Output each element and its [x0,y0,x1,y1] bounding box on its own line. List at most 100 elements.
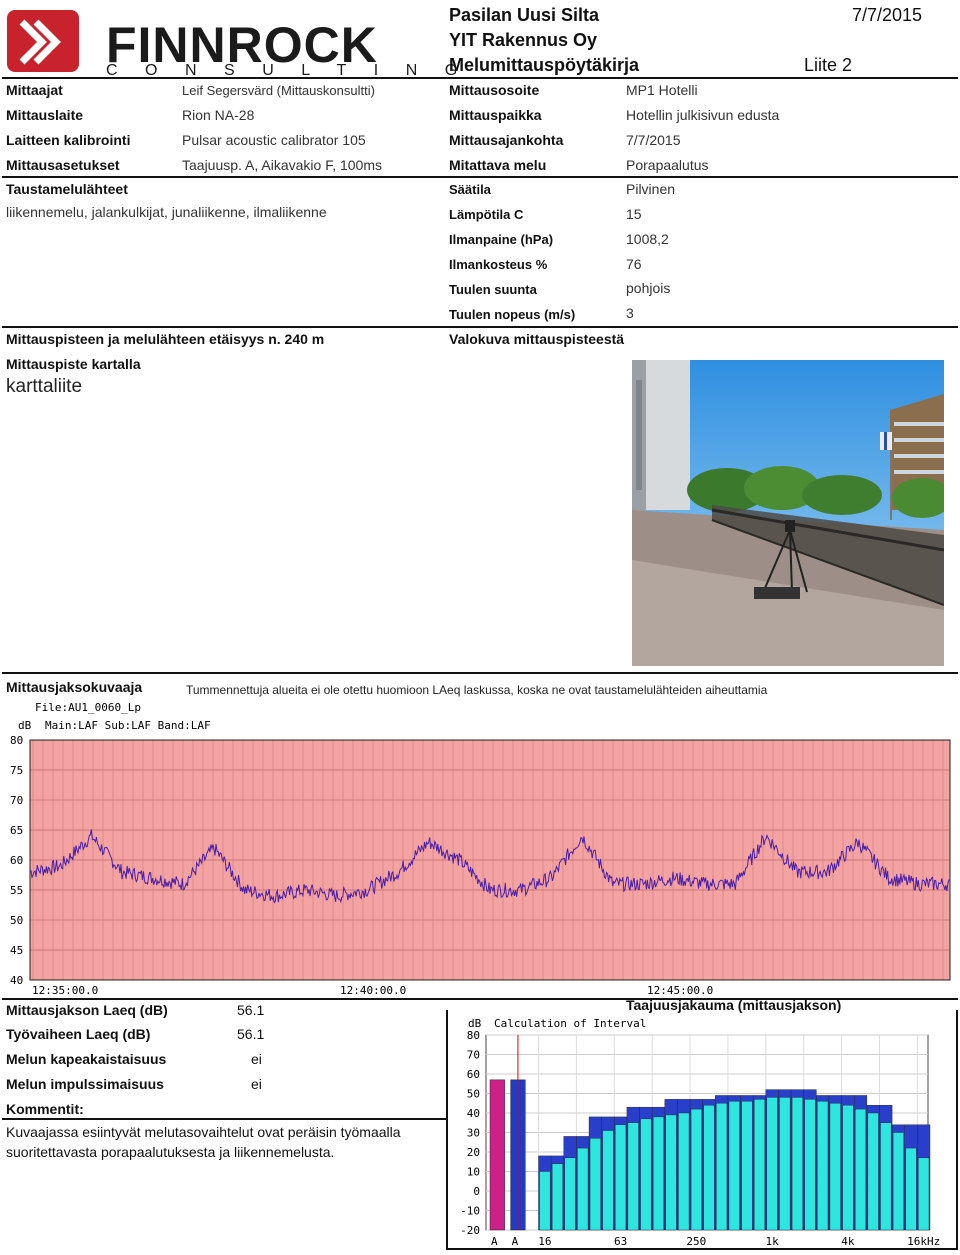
spectrum-bar-leq [652,1116,665,1231]
result-value-narrowband: ei [251,1051,262,1067]
spectrum-x-tick: A [512,1235,519,1248]
distance-label: Mittauspisteen ja melulähteen etäisyys n… [6,331,325,347]
spectrum-bar-leq [766,1097,778,1231]
result-value-period-laeq: 56.1 [237,1002,265,1018]
spectrum-y-tick: 50 [467,1088,480,1101]
field-value-time: 7/7/2015 [626,132,681,148]
spectrum-title: Taajuusjakauma (mittausjakson) [626,997,842,1013]
weather-value-temperature: 15 [626,206,642,222]
timeplot-x-tick: 12:35:00.0 [32,984,98,997]
logo-text: FINNROCK [106,17,378,73]
timeplot-y-tick: 80 [10,734,23,747]
spectrum-bar-leq [564,1157,576,1231]
spectrum-bar-leq [741,1101,753,1231]
field-label-measurers: Mittaajat [6,82,63,98]
spectrum-bar-leq [627,1122,639,1231]
comment-text: Kuvaajassa esiintyvät melutasovaihtelut … [6,1124,401,1160]
spectrum-bar-leq [905,1147,917,1231]
field-label-address: Mittausosoite [449,82,540,98]
spectrum-bar-leq [880,1122,892,1231]
spectrum-y-tick: 70 [467,1049,480,1062]
timeplot-y-tick: 45 [10,944,23,957]
result-label-narrowband: Melun kapeakaistaisuus [6,1051,167,1067]
timeplot-y-tick: 50 [10,914,23,927]
field-value-location: Hotellin julkisivun edusta [626,107,780,123]
comment-label: Kommentit: [6,1101,84,1117]
document-title: Melumittauspöytäkirja [449,55,640,75]
field-label-noise: Mitattava melu [449,157,547,173]
spectrum-bar-leq [817,1101,829,1231]
result-label-period-laeq: Mittausjakson Laeq (dB) [6,1002,168,1018]
spectrum-y-tick: 30 [467,1127,480,1140]
spectrum-bar-leq [791,1097,803,1231]
result-label-impulsive: Melun impulssimaisuus [6,1076,164,1092]
spectrum-bar-leq [602,1130,614,1231]
spectrum-bar-a [489,1079,505,1231]
field-label-calibration: Laitteen kalibrointi [6,132,131,148]
spectrum-y-tick: 20 [467,1146,480,1159]
weather-value-pressure: 1008,2 [626,231,669,247]
spectrum-bar-leq [804,1099,816,1231]
timeplot-y-tick: 55 [10,884,23,897]
timeplot-y-tick: 60 [10,854,23,867]
spectrum-bar-leq [779,1097,791,1231]
spectrum-y-tick: 10 [467,1166,480,1179]
weather-label-temperature: Lämpötila C [449,207,524,222]
spectrum-x-tick: 4k [841,1235,855,1248]
spectrum-y-tick: 80 [467,1029,480,1042]
result-value-impulsive: ei [251,1076,262,1092]
spectrum-x-tick: 16kHz [907,1235,940,1248]
field-label-device: Mittauslaite [6,107,84,123]
timeplot-y-tick: 65 [10,824,23,837]
field-value-settings: Taajuusp. A, Aikavakio F, 100ms [182,157,382,173]
spectrum-y-tick: -10 [460,1205,480,1218]
logo-mark-icon [7,10,79,72]
spectrum-y-tick: 0 [473,1185,480,1198]
timeplot-file: File:AU1_0060_Lp [35,701,141,714]
spectrum-bar-leq [842,1104,854,1231]
timeplot-y-tick: 70 [10,794,23,807]
spectrum-bar-leq [640,1118,652,1231]
field-label-settings: Mittausasetukset [6,157,120,173]
map-label: Mittauspiste kartalla [6,356,141,372]
spectrum-bar-leq [754,1099,766,1231]
weather-value-condition: Pilvinen [626,181,676,197]
result-value-phase-laeq: 56.1 [237,1026,265,1042]
timeplot-chart: File:AU1_0060_Lp dB Main:LAF Sub:LAF Ban… [0,698,960,998]
spectrum-bar-leq [551,1163,563,1231]
weather-value-wind-direction: pohjois [626,280,671,296]
spectrum-x-tick: 250 [686,1235,706,1248]
background-noise-value: liikennemelu, jalankulkijat, junaliikenn… [6,204,327,220]
spectrum-bar-leq [589,1138,601,1231]
field-label-location: Mittauspaikka [449,107,542,123]
field-value-address: MP1 Hotelli [626,82,698,98]
spectrum-bar-leq [665,1114,677,1231]
spectrum-bar-leq [867,1112,879,1231]
timeplot-x-tick: 12:45:00.0 [647,984,713,997]
company-name: YIT Rakennus Oy [449,30,598,50]
timeplot-frame [29,739,951,981]
spectrum-bar-leq [728,1101,740,1231]
spectrum-y-tick: -20 [460,1224,480,1237]
spectrum-x-tick: A [491,1235,498,1248]
spectrum-x-tick: 16 [538,1235,551,1248]
spectrum-bar-leq [855,1108,867,1231]
weather-label-humidity: Ilmankosteus % [449,257,548,272]
field-value-noise: Porapaalutus [626,157,709,173]
spectrum-bar-leq [703,1104,715,1231]
measurement-photo [632,360,944,666]
spectrum-y-tick: 40 [467,1107,480,1120]
header-date: 7/7/2015 [852,5,923,25]
timeplot-series-line [29,829,950,904]
weather-value-wind-speed: 3 [626,305,634,321]
spectrum-y-tick: 60 [467,1068,480,1081]
project-name: Pasilan Uusi Silta [449,5,600,25]
timeplot-label: Mittausjaksokuvaaja [6,679,143,695]
attachment-label: Liite 2 [804,55,853,75]
field-label-time: Mittausajankohta [449,132,564,148]
result-label-phase-laeq: Työvaiheen Laeq (dB) [6,1026,151,1042]
spectrum-subtitle: Calculation of Interval [494,1017,646,1030]
spectrum-bar-leq [892,1132,904,1231]
timeplot-y-tick: 40 [10,974,23,987]
spectrum-chart: dB Calculation of Interval 80 70 60 50 40 30 2… [446,1010,958,1250]
